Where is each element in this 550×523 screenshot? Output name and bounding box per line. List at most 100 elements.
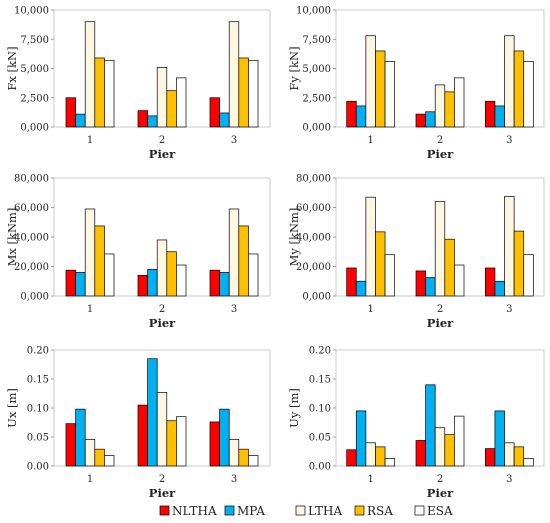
x-axis-title: Pier [149, 147, 176, 161]
bar-ltha-pier-2 [434, 427, 446, 467]
bar-ltha-pier-1 [365, 442, 376, 467]
bar-rsa-pier-2 [166, 251, 177, 297]
y-tick-label: 60,000 [14, 203, 49, 214]
bar-mpa-pier-2 [147, 115, 158, 128]
x-tick-label: 2 [159, 474, 165, 485]
bar-ltha-pier-3 [228, 208, 240, 297]
x-tick-label: 3 [231, 474, 237, 485]
bar-nltha-pier-1 [65, 97, 76, 128]
bar-esa-pier-2 [176, 77, 187, 128]
bar-esa-pier-3 [248, 59, 259, 128]
legend-swatch-esa [414, 505, 425, 516]
bar-rsa-pier-1 [94, 225, 105, 297]
y-tick-label: 0.10 [309, 404, 331, 415]
x-tick-label: 2 [437, 135, 443, 146]
x-axis-title: Pier [149, 486, 176, 500]
bar-nltha-pier-1 [346, 449, 357, 467]
legend-label-rsa: RSA [367, 504, 393, 518]
bar-esa-pier-3 [248, 455, 259, 467]
bar-mpa-pier-1 [75, 272, 86, 297]
x-tick-label: 3 [231, 304, 237, 315]
y-tick-label: 0.20 [27, 346, 49, 357]
bar-nltha-pier-3 [209, 97, 220, 128]
bar-mpa-pier-1 [75, 408, 86, 467]
bar-rsa-pier-1 [375, 446, 386, 467]
x-tick-label: 2 [159, 135, 165, 146]
bar-nltha-pier-2 [137, 275, 148, 297]
chart-panel-3: 0,000 20,000 40,000 60,000 80,000 1 2 3 Pier Mx [… [5, 174, 271, 330]
bar-esa-pier-2 [454, 77, 465, 128]
bar-ltha-pier-2 [156, 239, 168, 297]
y-tick-label: 20,000 [14, 262, 49, 273]
bar-mpa-pier-1 [355, 105, 367, 128]
bar-mpa-pier-3 [494, 410, 505, 467]
y-tick-label: 80,000 [14, 174, 49, 185]
y-tick-label: 5,000 [20, 64, 49, 75]
bar-mpa-pier-3 [494, 280, 505, 297]
legend-swatch-nltha [159, 505, 170, 516]
bar-rsa-pier-3 [238, 57, 249, 128]
bar-rsa-pier-2 [444, 238, 455, 297]
bar-nltha-pier-1 [65, 269, 76, 297]
y-tick-label: 0.05 [27, 433, 49, 444]
bar-rsa-pier-3 [238, 225, 249, 297]
bar-ltha-pier-1 [84, 438, 96, 467]
x-tick-label: 1 [87, 135, 93, 146]
bar-esa-pier-1 [104, 455, 115, 467]
y-tick-label: 2,500 [20, 93, 49, 104]
bar-rsa-pier-3 [238, 448, 249, 467]
y-tick-label: 7,500 [20, 35, 49, 46]
x-axis-title: Pier [427, 316, 454, 330]
bar-rsa-pier-2 [444, 434, 455, 467]
bar-esa-pier-3 [248, 253, 259, 297]
x-tick-label: 1 [367, 474, 373, 485]
y-tick-label: 0.05 [309, 433, 331, 444]
y-tick-label: 60,000 [296, 203, 331, 214]
y-tick-label: 20,000 [296, 262, 331, 273]
bar-esa-pier-3 [523, 458, 534, 467]
bar-ltha-pier-2 [156, 66, 168, 128]
bar-rsa-pier-1 [375, 50, 386, 128]
bar-nltha-pier-3 [484, 100, 496, 128]
bar-rsa-pier-3 [513, 230, 525, 297]
legend-label-nltha: NLTHA [172, 504, 217, 518]
y-axis-title: Mx [kNm] [5, 208, 19, 267]
bar-ltha-pier-1 [84, 21, 96, 128]
bar-mpa-pier-1 [355, 280, 367, 297]
bar-rsa-pier-2 [444, 91, 455, 128]
x-tick-label: 2 [437, 474, 443, 485]
x-tick-label: 1 [87, 474, 93, 485]
legend-swatch-rsa [354, 505, 365, 516]
y-axis-title: Ux [m] [5, 388, 19, 428]
chart-panel-4: 0,000 20,000 40,000 60,000 80,000 1 2 3 Pier My [… [287, 174, 545, 330]
x-tick-label: 2 [437, 304, 443, 315]
bar-mpa-pier-3 [494, 105, 505, 128]
y-tick-label: 0,000 [20, 123, 49, 134]
bar-mpa-pier-3 [219, 112, 230, 128]
chart-panel-5: 0.00 0.05 0.10 0.15 0.20 1 2 3 Pier Ux [m] [5, 346, 271, 500]
bar-nltha-pier-2 [415, 440, 426, 467]
bar-mpa-pier-3 [219, 272, 230, 297]
bar-rsa-pier-1 [94, 57, 105, 128]
bar-esa-pier-3 [523, 254, 534, 297]
y-tick-label: 0.10 [27, 404, 49, 415]
bar-rsa-pier-2 [166, 90, 177, 128]
bar-nltha-pier-2 [415, 270, 426, 297]
bar-esa-pier-2 [176, 264, 187, 297]
bar-nltha-pier-3 [484, 448, 496, 467]
bar-ltha-pier-2 [434, 84, 446, 128]
bar-ltha-pier-3 [228, 21, 240, 128]
bar-ltha-pier-2 [156, 391, 168, 467]
y-tick-label: 10,000 [296, 6, 331, 17]
y-tick-label: 0,000 [20, 292, 49, 303]
bar-mpa-pier-1 [355, 410, 367, 467]
x-axis-title: Pier [427, 147, 454, 161]
y-tick-label: 10,000 [14, 6, 49, 17]
y-tick-label: 0.15 [27, 375, 49, 386]
y-tick-label: 2,500 [302, 93, 331, 104]
y-tick-label: 0.15 [309, 375, 331, 386]
y-tick-label: 40,000 [296, 233, 331, 244]
bar-mpa-pier-2 [425, 111, 436, 128]
bar-esa-pier-1 [384, 254, 396, 297]
x-axis-title: Pier [427, 486, 454, 500]
